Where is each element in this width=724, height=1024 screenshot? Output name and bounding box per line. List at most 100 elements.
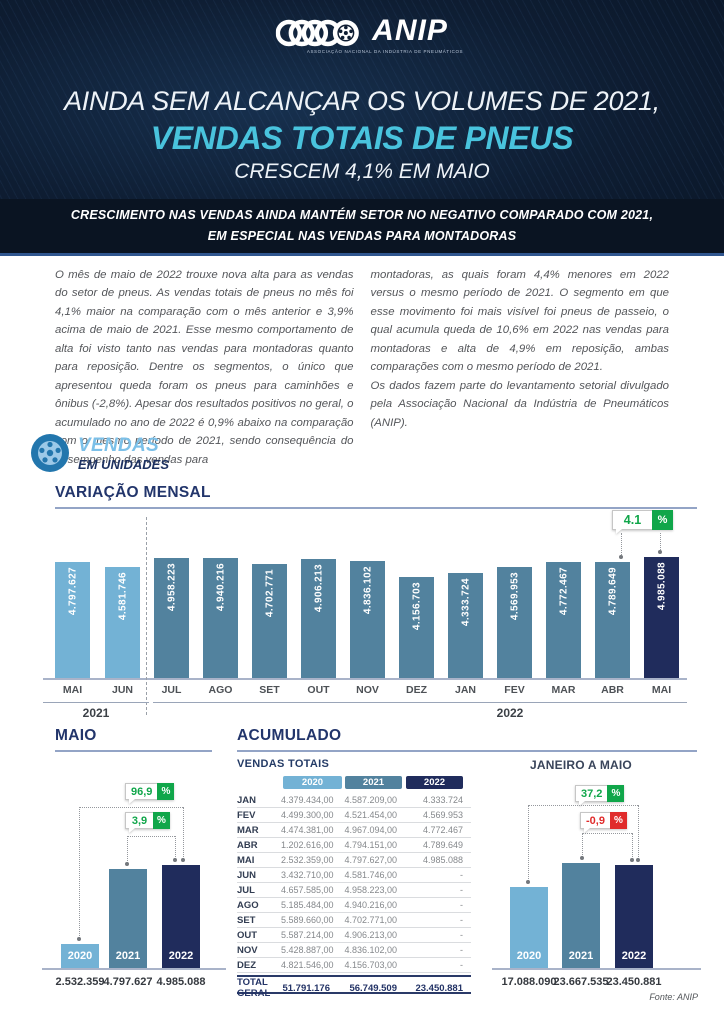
connector-line	[183, 807, 184, 859]
title-line-3: CRESCEM 4,1% EM MAIO	[234, 160, 490, 183]
banner-line-2: EM ESPECIAL NAS VENDAS PARA MONTADORAS	[207, 229, 517, 243]
row-month: DEZ	[237, 959, 256, 971]
cell-2022: -	[460, 945, 463, 955]
cell-2021: 4.836.102,00	[344, 945, 397, 955]
table-row-ago: AGO 5.185.484,00 4.940.216,00 -	[237, 898, 471, 913]
callout--0,9: -0,9%	[580, 812, 627, 833]
connector-dot	[526, 880, 530, 884]
bar-abr-11: 4.789.649	[595, 562, 630, 678]
table-row-mai: MAI 2.532.359,00 4.797.627,00 4.985.088	[237, 853, 471, 868]
table-row-out: OUT 5.587.214,00 4.906.213,00 -	[237, 928, 471, 943]
connector-dot	[658, 550, 662, 554]
connector-dot	[580, 856, 584, 860]
total-2021: 56.749.509	[349, 982, 397, 994]
connector-line	[79, 807, 183, 808]
cell-2020: 4.379.434,00	[281, 795, 334, 805]
intro-column-left: O mês de maio de 2022 trouxe nova alta p…	[55, 266, 354, 469]
connector-line	[79, 807, 80, 938]
connector-dot	[125, 862, 129, 866]
table-row-abr: ABR 1.202.616,00 4.794.151,00 4.789.649	[237, 838, 471, 853]
table-row-jan: JAN 4.379.434,00 4.587.209,00 4.333.724	[237, 793, 471, 808]
table-title: VENDAS TOTAIS	[237, 758, 330, 770]
bar-value-label: 4.772.467	[558, 567, 569, 616]
year-pill-2021: 2021	[345, 776, 402, 789]
row-month: JAN	[237, 794, 257, 806]
month-label-jun-1: JUN	[111, 684, 133, 696]
cell-2020: 3.432.710,00	[281, 870, 334, 880]
connector-line	[127, 836, 128, 863]
intro-text: O mês de maio de 2022 trouxe nova alta p…	[55, 266, 669, 469]
month-label-mai-0: MAI	[62, 684, 83, 696]
percent-chip: %	[607, 785, 625, 802]
year-pill-2022: 2022	[406, 776, 463, 789]
chart-title-janeiro_a_maio: JANEIRO A MAIO	[530, 758, 632, 772]
intro-paragraph-1: O mês de maio de 2022 trouxe nova alta p…	[55, 269, 354, 466]
badge-title: VENDAS	[78, 434, 159, 456]
heading-maio: MAIO	[55, 727, 212, 752]
connector-dot	[173, 858, 177, 862]
month-label-abr-11: ABR	[601, 684, 624, 696]
cell-2021: 4.940.216,00	[344, 900, 397, 910]
month-label-mar-10: MAR	[551, 684, 576, 696]
bar-total-value: 17.088.090	[501, 976, 557, 988]
logo-wordmark: ANIP	[372, 14, 448, 47]
callout-value: 37,2	[575, 785, 608, 806]
table-year-headers: 2020 2021 2022	[237, 776, 471, 789]
bar-value-label: 4.836.102	[362, 566, 373, 615]
connector-line	[528, 805, 638, 806]
bar-value-label: 4.569.953	[509, 572, 520, 621]
cell-2022: -	[460, 930, 463, 940]
bar-2022: 2022	[162, 865, 200, 968]
month-label-ago-3: AGO	[208, 684, 233, 696]
table-row-dez: DEZ 4.821.546,00 4.156.703,00 -	[237, 958, 471, 973]
month-label-fev-9: FEV	[504, 684, 525, 696]
callout-value: 3,9	[125, 812, 153, 833]
cell-2020: 1.202.616,00	[281, 840, 334, 850]
connector-dot	[77, 937, 81, 941]
bar-year-label: 2022	[621, 950, 647, 962]
monthly-variation-chart: 4.797.627 MAI 4.581.746 JUN 4.958.223 JUL 4.94…	[27, 507, 697, 725]
year-group-line-2021	[43, 702, 149, 703]
bar-year-label: 2021	[115, 950, 141, 962]
bar-jan-8: 4.333.724	[448, 573, 483, 678]
bar-set-4: 4.702.771	[252, 564, 287, 678]
bar-value-label: 4.156.703	[411, 582, 422, 631]
anip-logo: ANIP ASSOCIAÇÃO NACIONAL DA INDÚSTRIA DE…	[261, 14, 463, 54]
row-month: OUT	[237, 929, 258, 941]
percent-chip: %	[157, 783, 175, 800]
bar-value-label: 4.581.746	[117, 572, 128, 621]
cell-2021: 4.521.454,00	[344, 810, 397, 820]
cell-2021: 4.797.627,00	[344, 855, 397, 865]
bar-value-label: 4.797.627	[67, 567, 78, 616]
month-label-jul-2: JUL	[161, 684, 182, 696]
total-2020: 51.791.176	[282, 982, 330, 994]
bar-year-label: 2022	[168, 950, 194, 962]
bar-fev-9: 4.569.953	[497, 567, 532, 678]
wheel-icon	[31, 434, 69, 472]
cell-2022: 4.789.649	[422, 840, 463, 850]
cell-2022: 4.985.088	[422, 855, 463, 865]
cell-2020: 2.532.359,00	[281, 855, 334, 865]
year-group-line-2022	[153, 702, 687, 703]
cell-2021: 4.967.094,00	[344, 825, 397, 835]
bar-total-value: 23.450.881	[606, 976, 662, 988]
connector-line	[528, 805, 529, 881]
bar-total-value: 2.532.359	[55, 976, 105, 988]
callout-value: 96,9	[125, 783, 158, 804]
vendas-em-unidades-badge: VENDAS EM UNIDADES	[30, 433, 169, 473]
row-month: MAR	[237, 824, 259, 836]
bar-2021: 2021	[562, 863, 600, 968]
connector-line	[582, 833, 632, 834]
bar-total-value: 23.667.535	[553, 976, 609, 988]
cell-2021: 4.581.746,00	[344, 870, 397, 880]
bar-mai-0: 4.797.627	[55, 562, 90, 678]
connector-dot	[636, 858, 640, 862]
connector-dot	[630, 858, 634, 862]
janeiro-a-maio-chart: JANEIRO A MAIO 2020 17.088.090 2021 23.667.5…	[490, 755, 705, 1020]
row-month: JUL	[237, 884, 255, 896]
cell-2020: 5.428.887,00	[281, 945, 334, 955]
cell-2022: 4.772.467	[422, 825, 463, 835]
callout-96,9: 96,9%	[125, 783, 175, 804]
connector-dot	[181, 858, 185, 862]
